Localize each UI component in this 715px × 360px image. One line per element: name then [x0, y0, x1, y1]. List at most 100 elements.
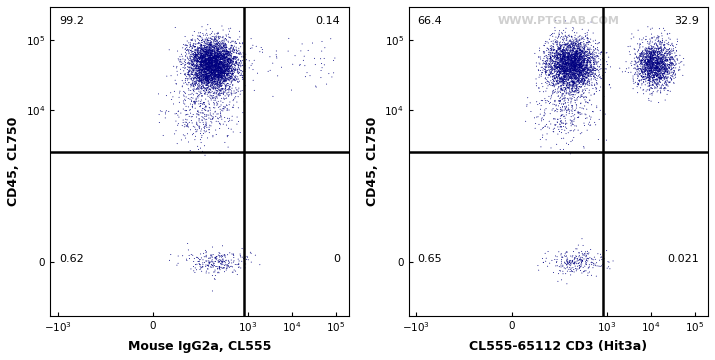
Point: [202, 40, 213, 46]
Point: [656, 55, 667, 61]
Point: [585, 71, 596, 77]
Point: [197, 106, 209, 112]
Point: [203, 255, 214, 261]
Point: [568, 45, 580, 51]
Point: [197, 81, 209, 86]
Point: [208, 68, 220, 74]
Point: [532, 263, 543, 269]
Point: [204, 62, 215, 68]
Point: [204, 58, 216, 64]
Point: [207, 76, 218, 81]
Point: [556, 59, 567, 65]
Point: [233, 51, 245, 57]
Point: [207, 61, 218, 67]
Point: [213, 76, 225, 82]
Point: [196, 38, 207, 44]
Point: [578, 106, 589, 112]
Point: [566, 55, 577, 60]
Point: [231, 59, 242, 65]
Point: [224, 66, 235, 72]
Point: [577, 65, 588, 71]
Point: [199, 54, 210, 60]
Point: [225, 46, 236, 52]
Point: [559, 65, 571, 71]
Point: [207, 48, 219, 54]
Point: [570, 57, 581, 63]
Point: [661, 66, 672, 71]
Point: [219, 253, 230, 259]
Point: [556, 56, 568, 62]
Point: [657, 67, 669, 73]
Point: [582, 54, 593, 60]
Point: [197, 65, 208, 71]
Point: [564, 95, 576, 101]
Point: [656, 59, 667, 65]
Point: [661, 53, 673, 59]
Point: [591, 260, 602, 266]
Point: [646, 98, 657, 104]
Point: [556, 118, 567, 123]
Point: [572, 78, 583, 84]
Point: [210, 127, 222, 133]
Point: [564, 59, 576, 65]
Point: [570, 55, 581, 60]
Point: [641, 75, 653, 80]
Point: [568, 122, 579, 127]
Point: [661, 49, 672, 54]
Point: [561, 258, 573, 264]
Point: [637, 69, 649, 75]
Point: [207, 77, 219, 82]
Point: [212, 42, 223, 48]
Point: [210, 41, 222, 47]
Point: [648, 56, 659, 62]
Point: [571, 266, 582, 272]
Point: [228, 72, 240, 78]
Point: [562, 51, 573, 57]
Point: [212, 115, 223, 121]
Point: [588, 65, 600, 71]
Point: [195, 61, 207, 67]
Point: [206, 64, 217, 69]
Point: [653, 57, 664, 63]
Point: [208, 74, 220, 80]
Point: [219, 48, 230, 54]
Point: [570, 86, 581, 91]
Point: [214, 46, 226, 52]
Point: [196, 55, 207, 61]
Point: [225, 52, 236, 58]
Point: [588, 262, 599, 268]
Point: [563, 54, 574, 60]
Point: [197, 58, 209, 63]
Point: [210, 66, 222, 72]
Point: [209, 83, 220, 89]
Point: [540, 53, 551, 59]
Point: [564, 51, 576, 57]
Point: [651, 62, 662, 68]
Point: [195, 72, 207, 78]
Point: [210, 80, 222, 86]
Point: [644, 77, 656, 82]
Point: [555, 66, 566, 71]
Point: [212, 79, 223, 85]
Point: [566, 58, 578, 63]
Point: [199, 64, 210, 70]
Point: [645, 53, 656, 58]
Point: [642, 24, 654, 30]
Point: [639, 52, 651, 58]
Point: [553, 76, 565, 81]
Point: [563, 75, 575, 81]
Point: [205, 55, 217, 61]
Point: [578, 63, 589, 69]
Point: [631, 61, 642, 67]
Point: [230, 50, 242, 56]
Point: [578, 59, 589, 65]
Point: [196, 44, 207, 50]
Point: [227, 48, 238, 54]
Point: [214, 64, 226, 70]
Point: [204, 61, 216, 67]
Point: [214, 70, 226, 76]
Point: [635, 51, 646, 57]
Point: [556, 58, 567, 64]
Point: [649, 70, 661, 76]
Point: [207, 50, 218, 56]
